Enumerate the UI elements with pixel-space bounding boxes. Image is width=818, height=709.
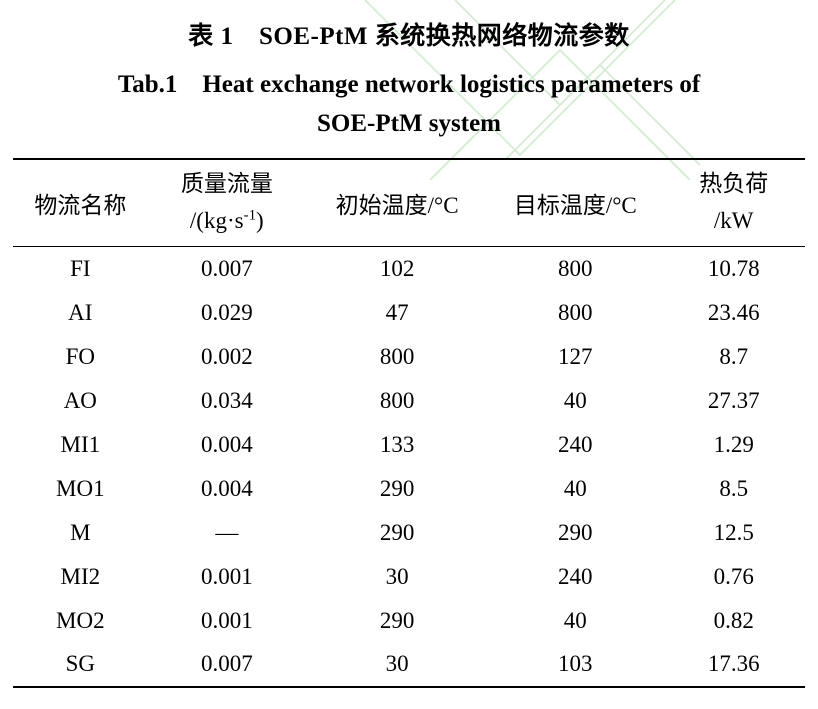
table-cell: 1.29 — [713, 431, 754, 457]
stream-row: FI 0.007 102 800 10.78 — [13, 247, 805, 291]
table-cell: 103 — [558, 651, 593, 676]
stream-row: M — 290 290 12.5 — [13, 511, 805, 555]
table-cell: 240 — [558, 431, 593, 457]
table-cell: MI2 — [60, 563, 101, 589]
table-cell: 40 — [563, 387, 587, 413]
header-mass-flow-label: 质量流量 — [180, 170, 273, 196]
table-cell: MI1 — [60, 431, 101, 457]
table-cell: 10.78 — [707, 255, 760, 281]
table-cell: 290 — [379, 475, 415, 501]
table-cell: 0.76 — [713, 563, 754, 589]
stream-row: MI1 0.004 133 240 1.29 — [13, 423, 805, 467]
table-cell: 30 — [385, 563, 409, 589]
table-cell: 800 — [379, 343, 415, 369]
table-cell: 0.007 — [200, 651, 253, 676]
table-cell: AO — [63, 387, 97, 413]
table-cell: 0.82 — [713, 607, 754, 633]
header-row: 物流名称 质量流量 /(kg·s-1) 初始温度/°C 目标温度/°C 热负荷 … — [13, 158, 805, 247]
stream-row: MO1 0.004 290 40 8.5 — [13, 467, 805, 511]
header-heat-load-unit: /kW — [713, 207, 754, 233]
table-cell: 0.029 — [200, 299, 253, 325]
table-cell: 800 — [379, 387, 415, 413]
table-cell: 30 — [385, 651, 409, 676]
header-initial-temp: 初始温度/°C — [306, 158, 489, 247]
table-cell: 800 — [558, 255, 593, 281]
table-cell: 133 — [379, 431, 415, 457]
table-cell: 0.034 — [200, 387, 253, 413]
header-mass-flow: 质量流量 /(kg·s-1) — [147, 158, 307, 247]
table-cell: 127 — [558, 343, 593, 369]
stream-row: MO2 0.001 290 40 0.82 — [13, 599, 805, 643]
header-heat-load: 热负荷 /kW — [662, 158, 805, 247]
table-title-en: Tab.1 Heat exchange network logistics pa… — [0, 66, 818, 144]
header-heat-load-label: 热负荷 — [699, 170, 769, 196]
table-cell: 27.37 — [707, 387, 760, 413]
table-title-en-line1: Tab.1 Heat exchange network logistics pa… — [117, 71, 701, 98]
table-cell: 102 — [379, 255, 415, 281]
table-cell: M — [70, 519, 91, 545]
table-cell: 40 — [563, 475, 587, 501]
table-cell: 290 — [558, 519, 593, 545]
table-header: 物流名称 质量流量 /(kg·s-1) 初始温度/°C 目标温度/°C 热负荷 … — [13, 158, 805, 247]
table-cell: 0.004 — [200, 475, 253, 501]
table-cell: MO1 — [56, 475, 105, 501]
stream-parameters-table: 物流名称 质量流量 /(kg·s-1) 初始温度/°C 目标温度/°C 热负荷 … — [13, 157, 805, 688]
table-cell: AI — [68, 299, 93, 325]
table-cell: 290 — [379, 607, 415, 633]
table-cell: 800 — [558, 299, 593, 325]
header-mass-flow-unit: /(kg·s-1) — [189, 207, 264, 233]
table-title-en-line2: SOE-PtM system — [317, 109, 501, 137]
table-cell: 8.7 — [719, 343, 749, 369]
table-cell: 17.36 — [707, 651, 760, 676]
table-cell: SG — [65, 651, 96, 676]
table-cell: FO — [65, 343, 96, 369]
table-cell: 0.001 — [200, 563, 253, 589]
table-cell: 0.001 — [200, 607, 253, 633]
table-cell: 290 — [379, 519, 415, 545]
table-cell: 8.5 — [719, 475, 749, 501]
stream-row: SG 0.007 30 103 17.36 — [13, 643, 805, 687]
stream-row: AI 0.029 47 800 23.46 — [13, 291, 805, 335]
stream-row: FO 0.002 800 127 8.7 — [13, 335, 805, 379]
table-cell: 0.007 — [200, 255, 253, 281]
table-cell: 0.004 — [200, 431, 253, 457]
table-cell: 12.5 — [713, 519, 754, 545]
table-cell: 0.002 — [200, 343, 253, 369]
table-cell: 40 — [563, 607, 587, 633]
stream-row: AO 0.034 800 40 27.37 — [13, 379, 805, 423]
header-target-temp: 目标温度/°C — [488, 158, 663, 247]
table-cell: — — [215, 519, 239, 545]
table-cell: 23.46 — [707, 299, 760, 325]
table-body: FI 0.007 102 800 10.78 AI 0.029 47 800 23.46 FO 0.0… — [13, 247, 805, 687]
header-stream-name: 物流名称 — [13, 158, 148, 247]
table-cell: 47 — [385, 299, 409, 325]
stream-row: MI2 0.001 30 240 0.76 — [13, 555, 805, 599]
table-cell: MO2 — [56, 607, 105, 633]
table-cell: FI — [70, 255, 91, 281]
table-cell: 240 — [558, 563, 593, 589]
table-title-zh: 表 1 SOE-PtM 系统换热网络物流参数 — [188, 23, 630, 50]
